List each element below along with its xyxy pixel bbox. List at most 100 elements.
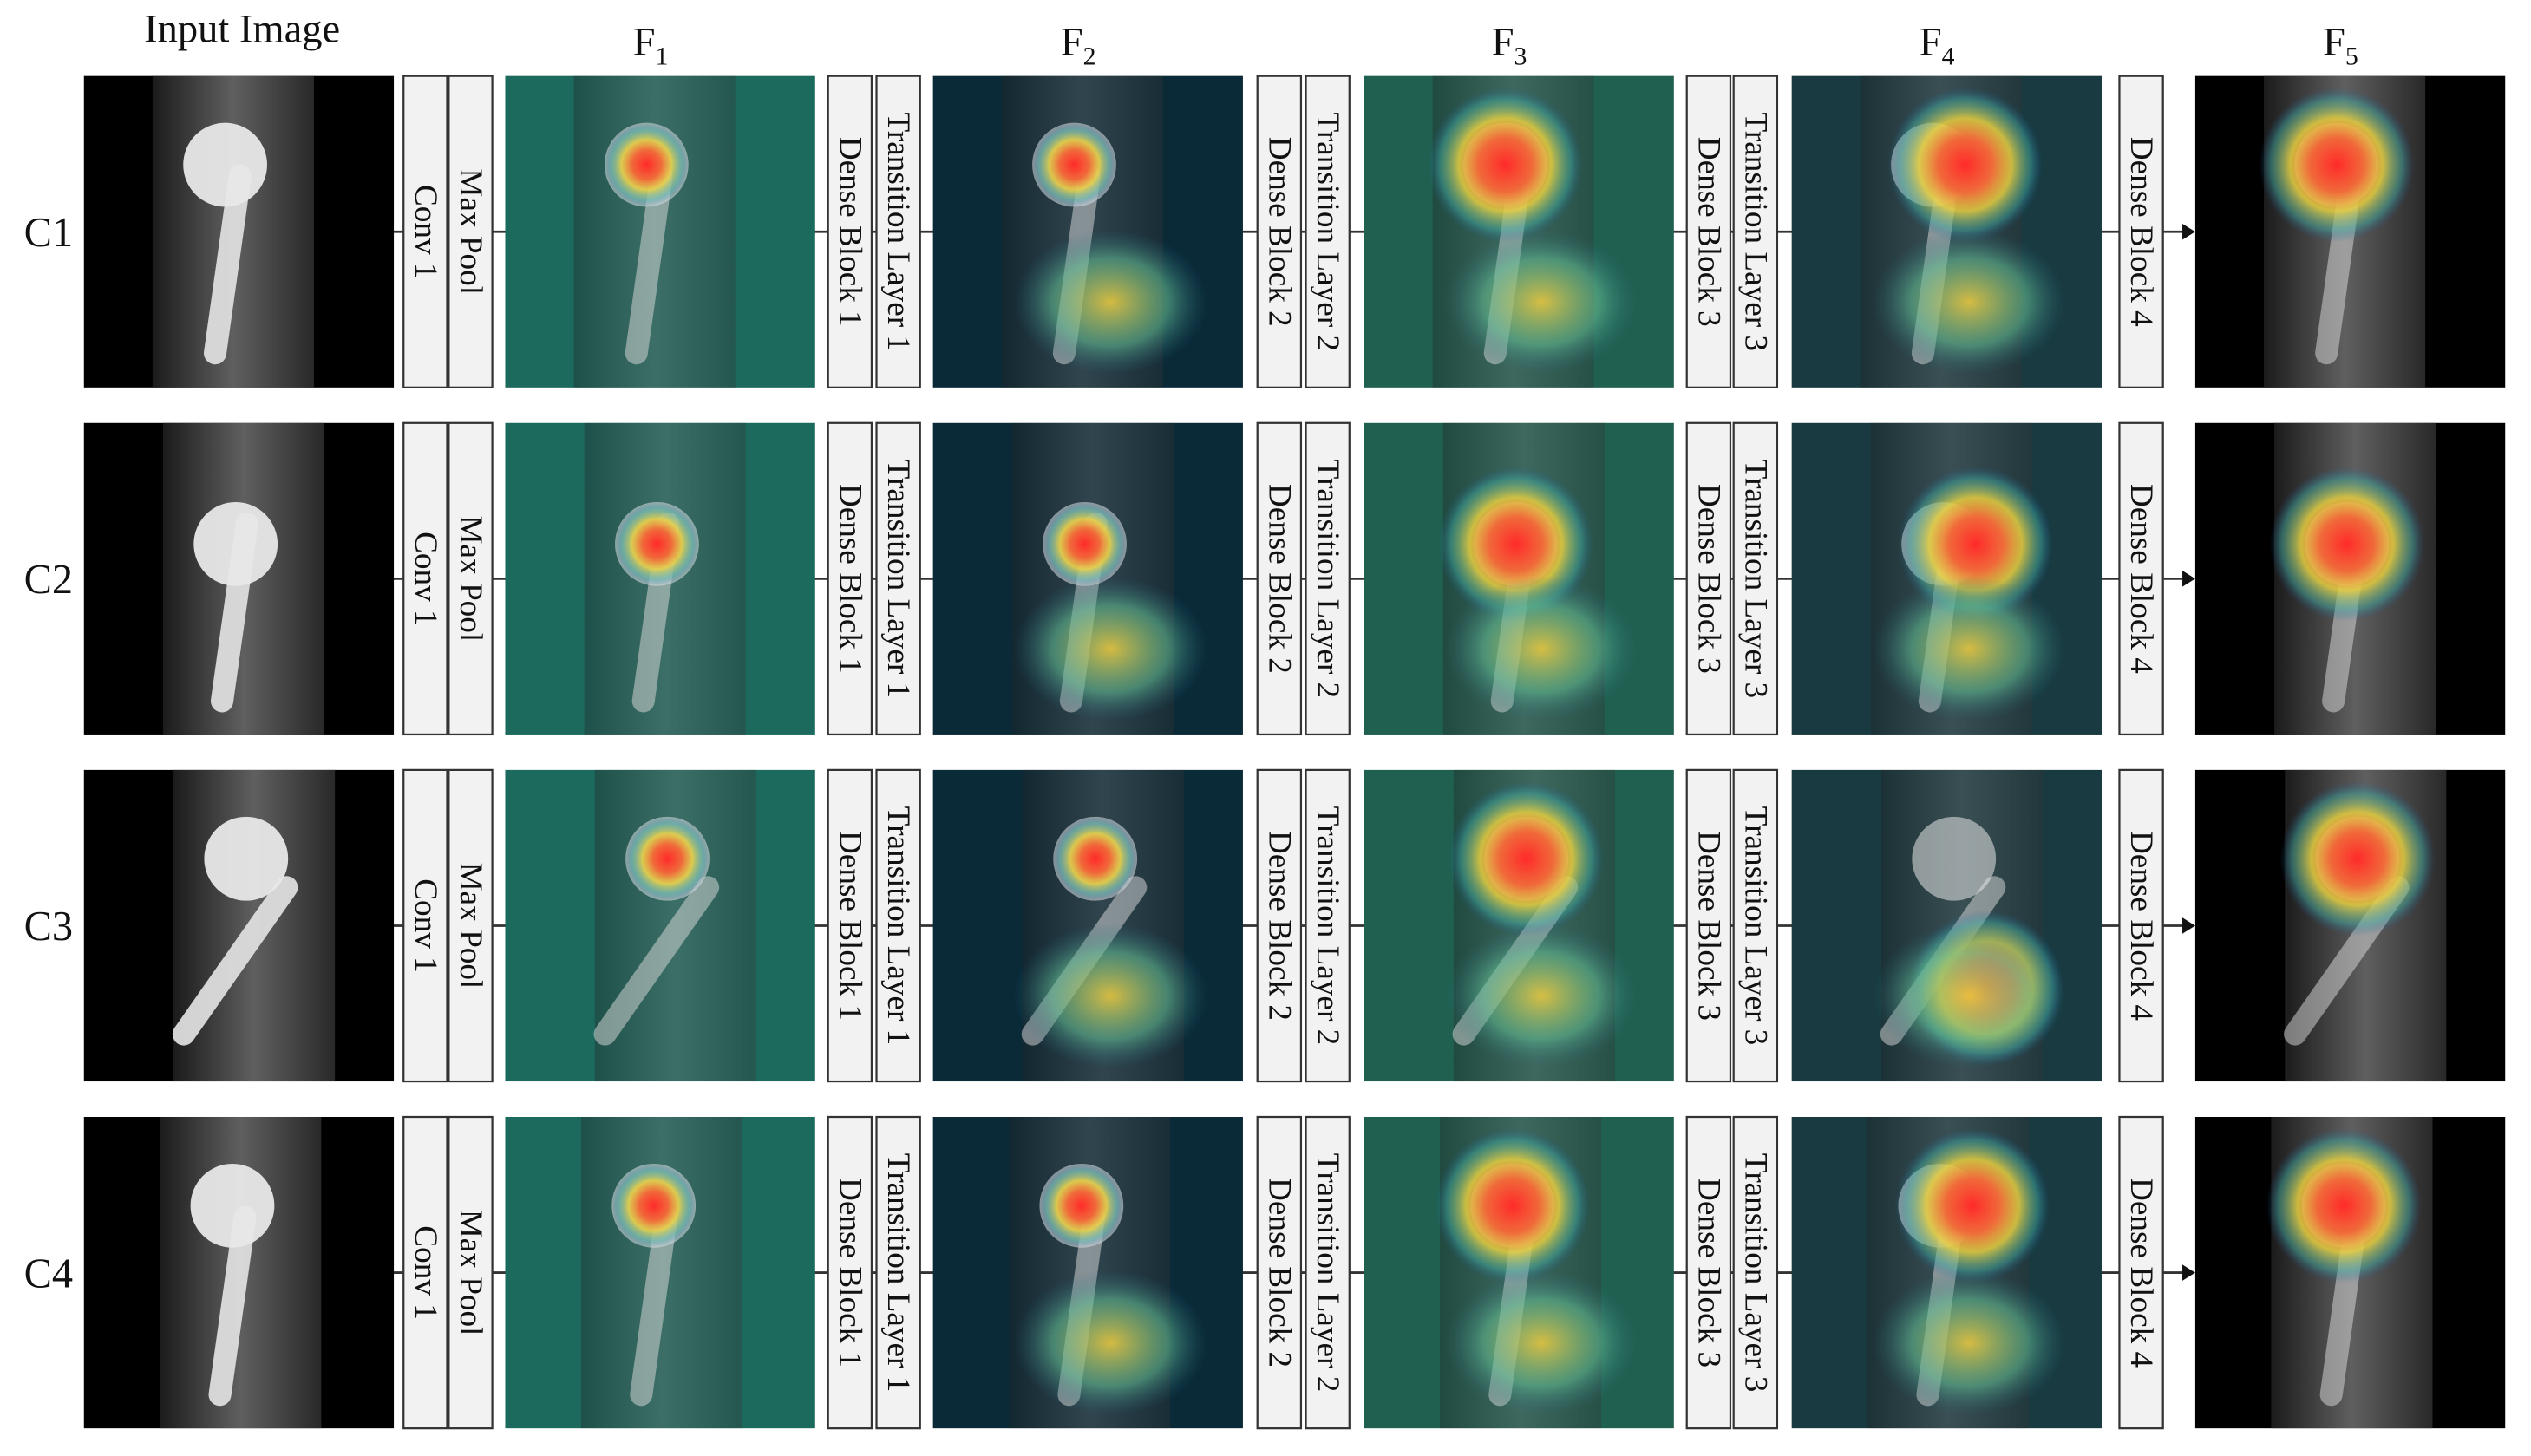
layer-label: Dense Block 1 bbox=[832, 137, 867, 327]
layer-label: Dense Block 1 bbox=[832, 831, 867, 1021]
feature-sub: 1 bbox=[655, 42, 668, 71]
layer-label: Dense Block 4 bbox=[2123, 137, 2159, 327]
layer-box bbox=[402, 421, 448, 736]
implant-head bbox=[190, 1163, 275, 1248]
feature-map bbox=[1364, 422, 1674, 735]
layer-box bbox=[1685, 75, 1732, 388]
layer-box bbox=[2118, 75, 2164, 388]
layer-label: Transition Layer 3 bbox=[1737, 112, 1773, 351]
hotspot bbox=[1039, 1163, 1124, 1248]
implant-stem bbox=[204, 164, 252, 365]
layer-label: Dense Block 2 bbox=[1261, 831, 1297, 1021]
hotspot bbox=[2269, 467, 2425, 622]
warm-region bbox=[1872, 576, 2067, 722]
layer-label: Transition Layer 3 bbox=[1737, 460, 1773, 699]
layer-box bbox=[402, 768, 448, 1083]
feature-map bbox=[2194, 75, 2506, 388]
layer-label: Dense Block 3 bbox=[1691, 484, 1726, 674]
hotspot bbox=[625, 816, 710, 901]
hotspot bbox=[615, 501, 699, 586]
feature-map bbox=[932, 75, 1243, 388]
header-input: Input Image bbox=[144, 8, 340, 52]
feature-map bbox=[1364, 75, 1674, 388]
layer-box bbox=[827, 421, 873, 736]
warm-region bbox=[1444, 229, 1638, 375]
layer-box bbox=[1305, 768, 1351, 1083]
feature-map bbox=[1791, 422, 2102, 735]
layer-box bbox=[1732, 768, 1779, 1083]
feature-base: F bbox=[1061, 20, 1083, 64]
layer-label: Dense Block 3 bbox=[1691, 1178, 1726, 1368]
hotspot bbox=[1053, 816, 1138, 901]
feature-map bbox=[1791, 1116, 2102, 1429]
layer-label: Dense Block 1 bbox=[832, 484, 867, 674]
feature-map bbox=[505, 75, 815, 388]
layer-label: Max Pool bbox=[453, 1210, 488, 1336]
layer-box bbox=[1305, 75, 1351, 388]
layer-label: Transition Layer 2 bbox=[1310, 460, 1345, 699]
layer-box bbox=[448, 75, 494, 388]
input-image bbox=[83, 1116, 395, 1429]
layer-box bbox=[2118, 768, 2164, 1083]
layer-label: Transition Layer 3 bbox=[1737, 1153, 1773, 1393]
layer-box bbox=[1732, 421, 1779, 736]
layer-box bbox=[875, 421, 921, 736]
feature-base: F bbox=[633, 20, 656, 64]
layer-box bbox=[402, 75, 448, 388]
arrow-head bbox=[2182, 571, 2195, 587]
implant-stem bbox=[208, 1205, 257, 1407]
feature-map bbox=[505, 769, 815, 1082]
feature-base: F bbox=[1492, 20, 1514, 64]
layer-box bbox=[1732, 75, 1779, 388]
hotspot bbox=[2279, 780, 2436, 937]
row-label: C4 bbox=[24, 1250, 73, 1296]
layer-label: Max Pool bbox=[453, 168, 488, 295]
feature-sub: 5 bbox=[2345, 42, 2358, 71]
feature-sub: 4 bbox=[1942, 42, 1955, 71]
layer-box bbox=[827, 1115, 873, 1430]
layer-box bbox=[1732, 1115, 1779, 1430]
feature-map bbox=[2194, 769, 2506, 1082]
warm-region bbox=[1444, 1270, 1638, 1416]
layer-label: Transition Layer 2 bbox=[1310, 112, 1345, 351]
implant-stem bbox=[630, 1205, 678, 1407]
layer-label: Dense Block 4 bbox=[2123, 484, 2159, 674]
layer-box bbox=[1685, 1115, 1732, 1430]
warm-region bbox=[1872, 229, 2067, 375]
layer-box bbox=[1256, 75, 1303, 388]
hotspot bbox=[2259, 87, 2415, 243]
layer-box bbox=[1256, 768, 1303, 1083]
layer-box bbox=[1305, 421, 1351, 736]
layer-label: Conv 1 bbox=[408, 1225, 443, 1320]
layer-box bbox=[1685, 421, 1732, 736]
feature-sub: 2 bbox=[1083, 42, 1096, 71]
implant-head bbox=[193, 501, 278, 586]
layer-label: Dense Block 3 bbox=[1691, 831, 1726, 1021]
layer-label: Dense Block 2 bbox=[1261, 484, 1297, 674]
layer-label: Dense Block 4 bbox=[2123, 831, 2159, 1021]
layer-label: Conv 1 bbox=[408, 878, 443, 973]
hotspot bbox=[1032, 122, 1116, 207]
layer-box bbox=[448, 1115, 494, 1430]
layer-label: Transition Layer 1 bbox=[880, 1153, 916, 1393]
layer-box bbox=[875, 75, 921, 388]
implant-head bbox=[204, 816, 289, 901]
feature-base: F bbox=[2323, 20, 2345, 64]
layer-box bbox=[1685, 768, 1732, 1083]
header-feature: F5 bbox=[2323, 20, 2358, 70]
arrow-head bbox=[2182, 1264, 2195, 1281]
feature-map bbox=[1791, 75, 2102, 388]
warm-region bbox=[1013, 576, 1208, 722]
layer-label: Max Pool bbox=[453, 863, 488, 989]
implant-stem bbox=[625, 164, 673, 365]
layer-box bbox=[827, 75, 873, 388]
layer-box bbox=[827, 768, 873, 1083]
layer-label: Conv 1 bbox=[408, 532, 443, 626]
feature-map bbox=[932, 769, 1243, 1082]
layer-box bbox=[1256, 1115, 1303, 1430]
row-label: C2 bbox=[24, 557, 73, 603]
layer-box bbox=[2118, 421, 2164, 736]
input-image bbox=[83, 422, 395, 735]
warm-region bbox=[1013, 1270, 1208, 1416]
layer-box bbox=[402, 1115, 448, 1430]
